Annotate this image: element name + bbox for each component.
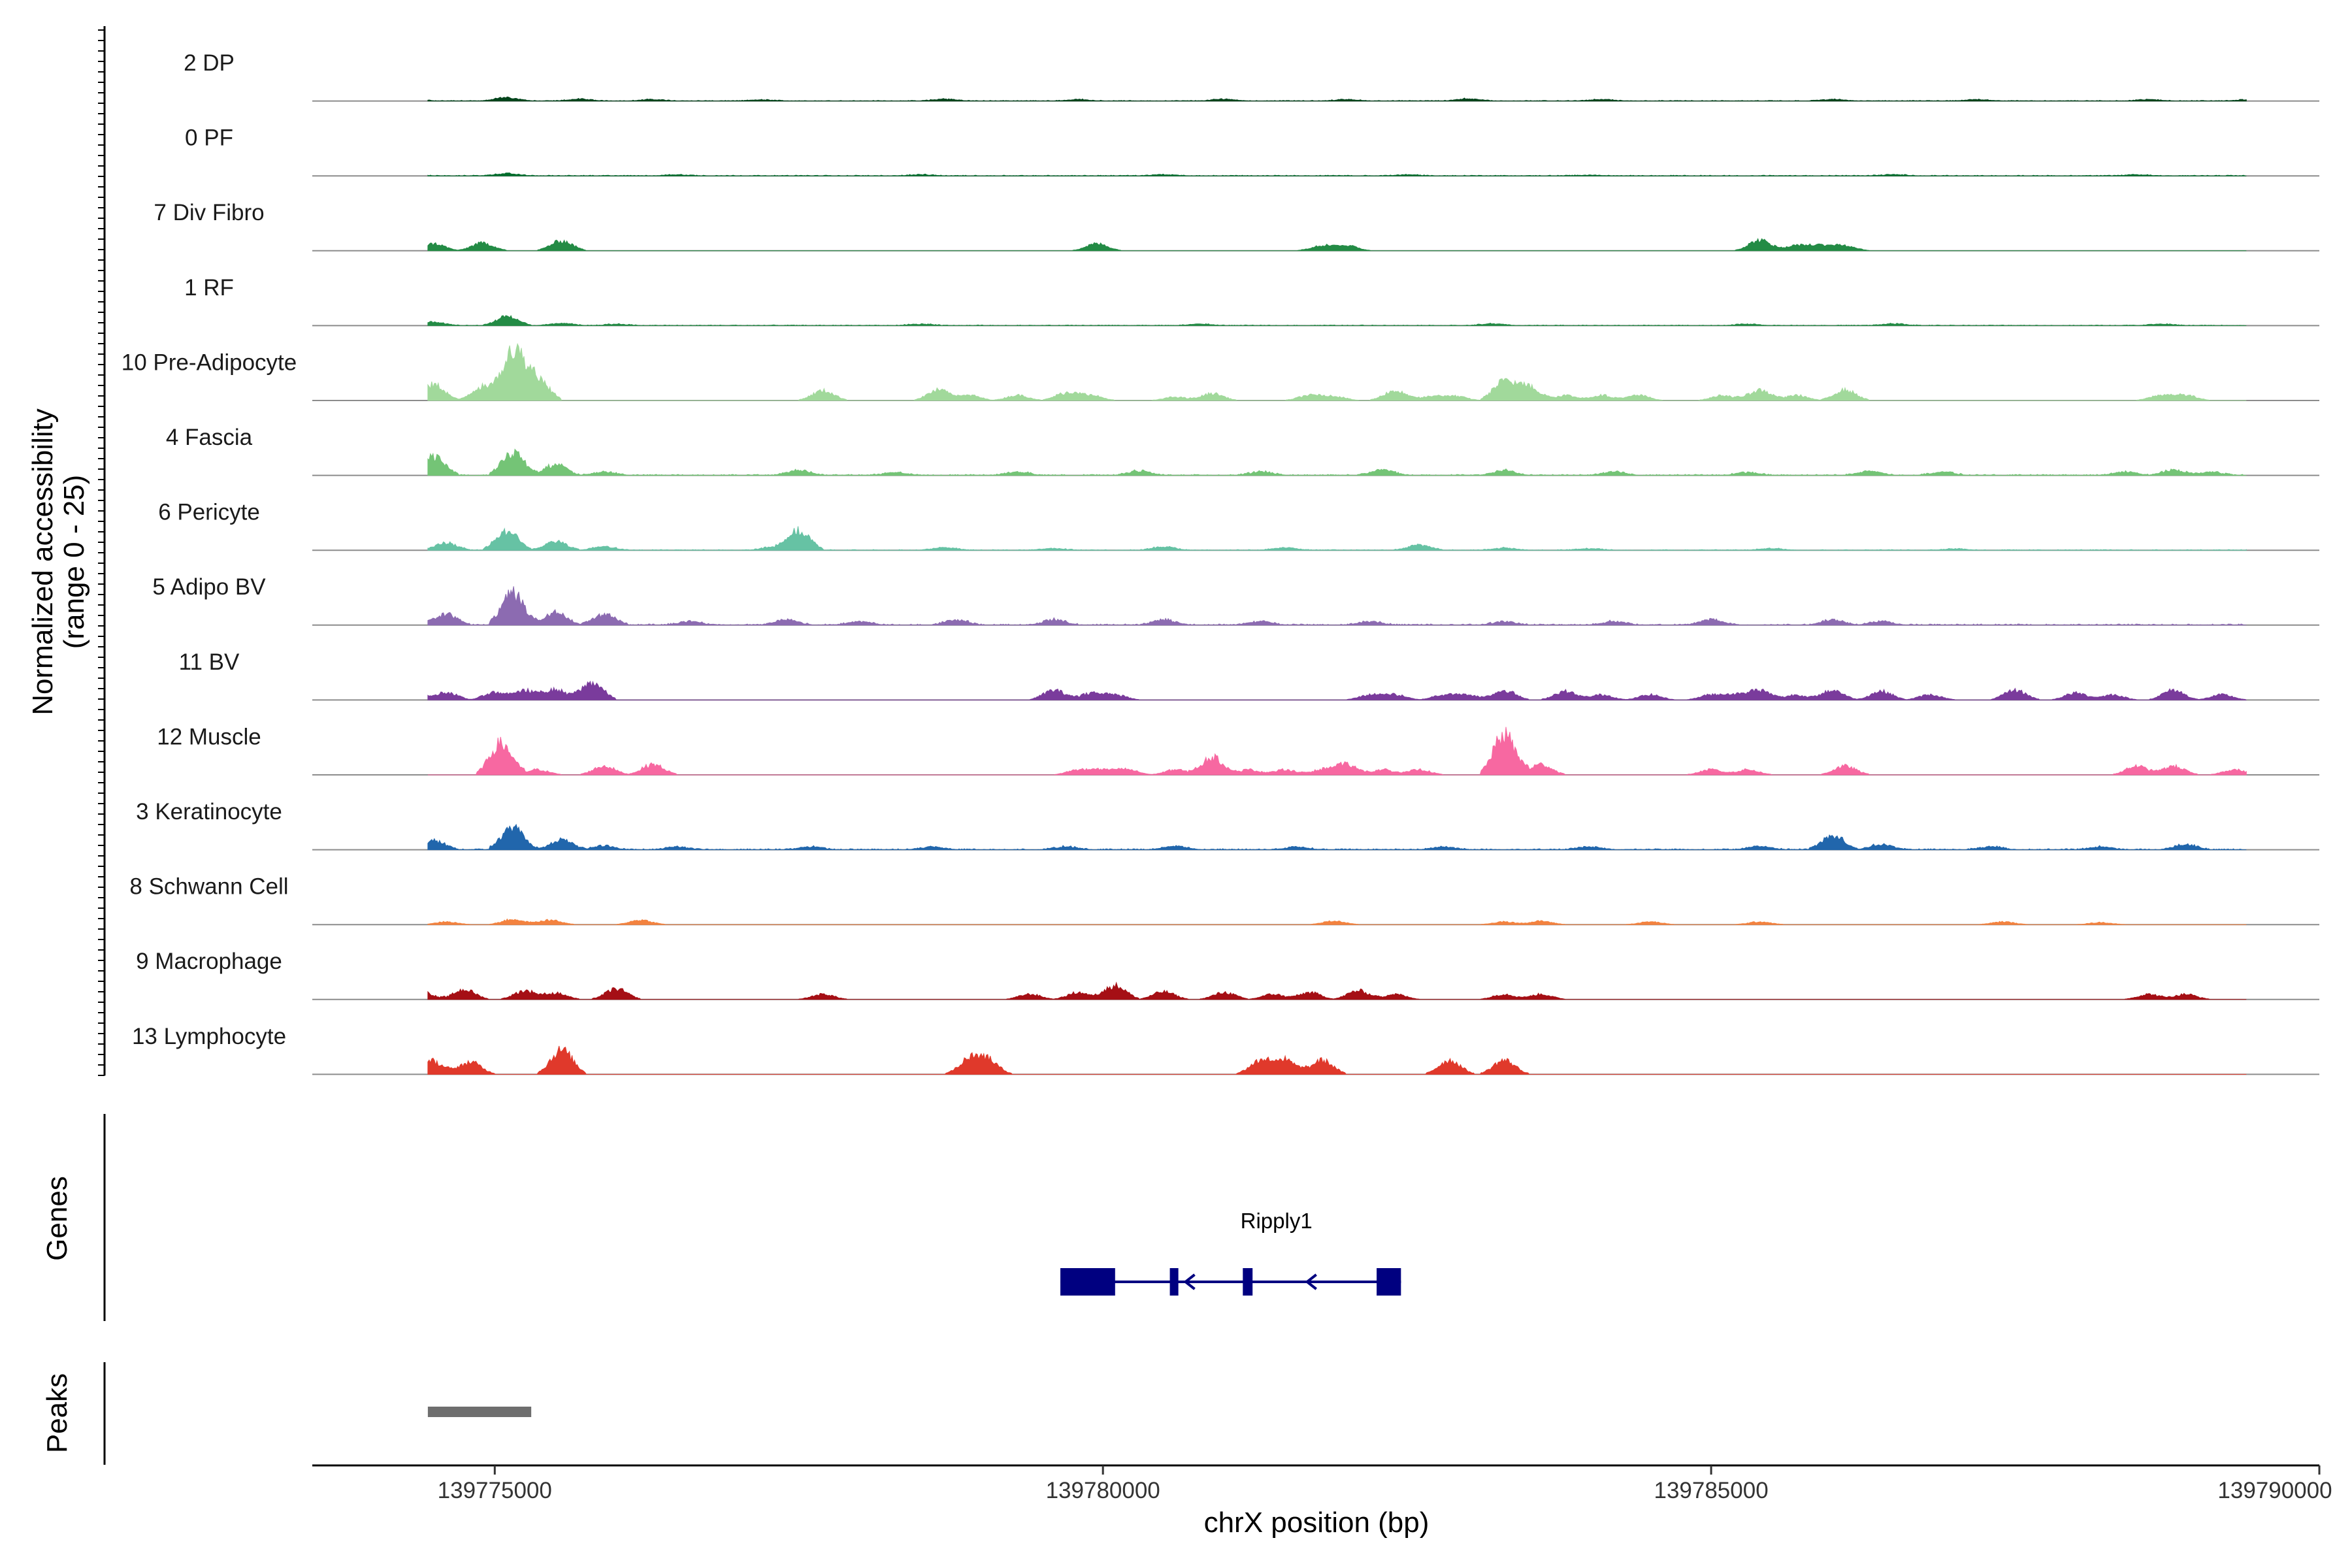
track-12-muscle: 12 Muscle	[157, 724, 2319, 776]
track-7-div-fibro: 7 Div Fibro	[154, 200, 2319, 252]
coverage-area	[427, 586, 2247, 626]
coverage-area	[427, 680, 2247, 700]
coverage-tracks: 2 DP 0 PF 7 Div Fibro 1 RF 10 Pre-Adipocyte 4…	[122, 50, 2319, 1075]
x-tick-label: 139785000	[1654, 1478, 1768, 1503]
track-2-dp: 2 DP	[184, 50, 2319, 102]
track-label: 12 Muscle	[157, 724, 261, 749]
strand-arrow	[1183, 1273, 1196, 1290]
track-3-keratinocyte: 3 Keratinocyte	[136, 799, 2319, 851]
gene-exon	[1060, 1268, 1115, 1296]
track-label: 3 Keratinocyte	[136, 799, 282, 825]
peak-region	[427, 1407, 532, 1417]
coverage-area	[427, 1045, 2247, 1075]
track-5-adipo-bv: 5 Adipo BV	[152, 574, 2319, 626]
coverage-area	[427, 238, 2247, 252]
gene-annotation: Ripply1	[103, 1114, 1401, 1321]
gene-exon	[1377, 1268, 1401, 1296]
track-label: 5 Adipo BV	[152, 574, 266, 600]
x-axis: 139775000 139780000 139785000 139790000	[312, 1464, 2332, 1503]
track-label: 10 Pre-Adipocyte	[122, 350, 297, 375]
track-label: 6 Pericyte	[158, 500, 260, 525]
gene-exon	[1169, 1268, 1179, 1296]
coverage-area	[427, 981, 2247, 1000]
coverage-area	[427, 918, 2247, 925]
axes: Normalized accessibility (range 0 - 25) …	[27, 26, 1429, 1539]
track-label: 11 BV	[179, 649, 240, 675]
track-4-fascia: 4 Fascia	[166, 425, 2319, 476]
track-9-macrophage: 9 Macrophage	[136, 949, 2319, 1000]
track-6-pericyte: 6 Pericyte	[158, 500, 2319, 551]
track-label: 1 RF	[184, 275, 234, 301]
coverage-area	[427, 823, 2247, 851]
y-axis-title: Normalized accessibility	[27, 408, 59, 715]
peak-annotation	[103, 1362, 532, 1465]
gene-label: Ripply1	[1241, 1209, 1313, 1233]
x-tick-label: 139775000	[438, 1478, 552, 1503]
track-label: 4 Fascia	[166, 425, 253, 450]
track-1-rf: 1 RF	[184, 275, 2319, 327]
track-label: 8 Schwann Cell	[129, 874, 288, 900]
strand-arrow	[1305, 1273, 1317, 1290]
coverage-area	[427, 342, 2247, 401]
coverage-area	[427, 315, 2247, 326]
x-tick-label: 139780000	[1046, 1478, 1160, 1503]
x-tick-label: 139790000	[2217, 1478, 2332, 1503]
track-label: 13 Lymphocyte	[132, 1024, 286, 1049]
coverage-area	[427, 727, 2247, 776]
coverage-area	[427, 172, 2247, 176]
coverage-area	[427, 96, 2247, 102]
coverage-area	[427, 448, 2247, 476]
y-axis-subtitle: (range 0 - 25)	[58, 475, 90, 649]
track-11-bv: 11 BV	[179, 649, 2319, 701]
gene-exon	[1243, 1268, 1253, 1296]
track-10-pre-adipocyte: 10 Pre-Adipocyte	[122, 342, 2319, 401]
track-8-schwann-cell: 8 Schwann Cell	[129, 874, 2319, 926]
track-13-lymphocyte: 13 Lymphocyte	[132, 1024, 2319, 1075]
track-label: 2 DP	[184, 50, 235, 76]
x-axis-title: chrX position (bp)	[1204, 1507, 1429, 1539]
peaks-panel-title: Peaks	[41, 1373, 73, 1453]
track-label: 0 PF	[185, 125, 233, 151]
gene-ripply1: Ripply1	[1060, 1209, 1401, 1296]
track-0-pf: 0 PF	[185, 125, 2319, 177]
track-label: 7 Div Fibro	[154, 200, 264, 225]
coverage-area	[427, 526, 2247, 551]
track-label: 9 Macrophage	[136, 949, 282, 974]
genes-panel-title: Genes	[41, 1176, 73, 1261]
